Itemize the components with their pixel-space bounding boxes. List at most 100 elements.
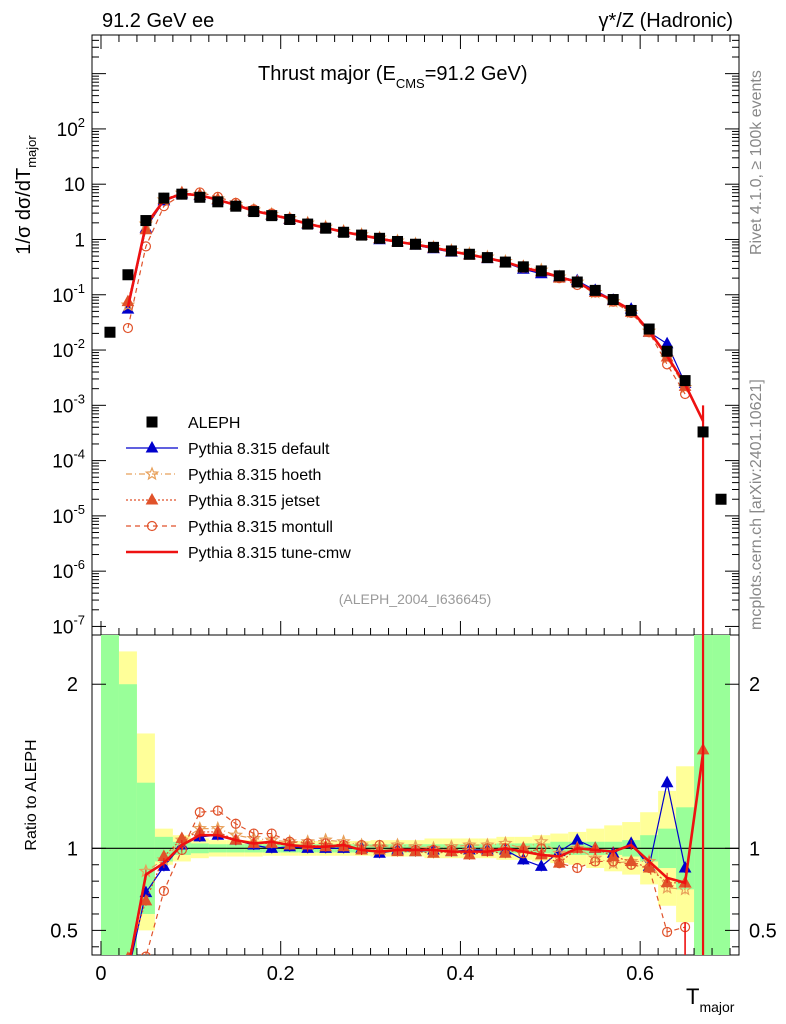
main-y-tick-label: 10-6 (52, 557, 85, 583)
aleph-data-point (715, 493, 727, 505)
main-series-marker (122, 322, 134, 334)
aleph-data-point (104, 326, 116, 338)
ratio-series-marker (572, 862, 583, 874)
uncertainty-band-green (100, 635, 119, 955)
legend-marker (145, 440, 159, 453)
aleph-data-point (571, 276, 583, 288)
aleph-data-point (176, 188, 188, 200)
aleph-data-point (212, 196, 224, 208)
ratio-plot-frame (91, 634, 740, 956)
aleph-data-point (356, 229, 368, 241)
legend-label: Pythia 8.315 hoeth (188, 467, 321, 484)
main-y-tick-label: 10-2 (52, 336, 85, 362)
aleph-data-point (374, 232, 386, 244)
main-series-line (127, 192, 686, 387)
mcplots-text: mcplots.cern.ch [arXiv:2401.10621] (748, 379, 765, 630)
header-right: γ*/Z (Hadronic) (599, 10, 733, 32)
ratio-series-marker (212, 805, 223, 816)
aleph-data-point (679, 375, 691, 387)
x-tick-label: 0.4 (447, 963, 475, 985)
legend-label: Pythia 8.315 jetset (188, 493, 320, 510)
ratio-series-marker (230, 818, 241, 829)
aleph-data-point (320, 222, 332, 234)
aleph-data-point (427, 241, 439, 253)
ratio-series-marker (626, 859, 637, 870)
ratio-series-marker (516, 852, 530, 865)
main-y-axis-label: 1/σ dσ/dTmajor (13, 135, 39, 255)
x-tick-label: 0 (95, 963, 106, 985)
ratio-series-marker (590, 856, 601, 867)
aleph-data-point (158, 192, 170, 204)
main-y-tick-label: 10-7 (52, 612, 85, 638)
rivet-version-text: Rivet 4.1.0, ≥ 100k events (748, 70, 765, 255)
main-y-tick-label: 10-4 (52, 447, 85, 473)
aleph-data-point (194, 191, 206, 203)
ratio-series-marker (139, 893, 153, 906)
ratio-series-marker (123, 990, 132, 999)
header-left: 91.2 GeV ee (102, 10, 214, 32)
main-y-tick-label: 10-3 (52, 391, 85, 417)
aleph-data-point (338, 226, 350, 238)
legend-marker (146, 520, 158, 532)
ratio-series-line (145, 809, 686, 955)
x-tick-label: 0.2 (267, 963, 295, 985)
legend-label: Pythia 8.315 montull (188, 519, 333, 536)
ratio-y-tick-label-left: 0.5 (50, 920, 78, 942)
aleph-data-point (643, 323, 655, 335)
aleph-data-point (122, 269, 134, 281)
ratio-series-marker (141, 951, 151, 955)
ratio-series-marker (534, 859, 548, 871)
main-y-tick-label: 1 (74, 230, 85, 251)
ratio-y-axis-label: Ratio to ALEPH (23, 739, 40, 850)
aleph-data-point (284, 213, 296, 225)
main-y-tick-label: 10 (64, 175, 85, 196)
ratio-y-tick-label-right: 2 (749, 674, 760, 696)
ratio-series-marker (122, 961, 134, 972)
aleph-data-point (661, 345, 673, 357)
aleph-data-point (248, 206, 260, 218)
main-series-line (126, 192, 705, 422)
ratio-y-tick-label-left: 1 (67, 838, 78, 860)
aleph-data-point (553, 270, 565, 282)
ratio-y-tick-label-left: 2 (67, 674, 78, 696)
x-axis-label: Tmajor (686, 984, 735, 1015)
legend-label: ALEPH (188, 415, 240, 432)
ratio-series-marker (125, 951, 131, 955)
legend-label: Pythia 8.315 tune-cmw (188, 545, 351, 562)
aleph-data-point (481, 252, 493, 264)
aleph-data-point (499, 256, 511, 268)
aleph-data-point (607, 294, 619, 306)
aleph-data-point (445, 245, 457, 257)
aleph-data-point (266, 210, 278, 222)
legend-marker (145, 492, 159, 505)
ratio-series-marker (608, 856, 619, 867)
uncertainty-band-green (712, 635, 731, 955)
legend-marker (146, 416, 158, 428)
aleph-data-point (517, 261, 529, 273)
main-title: Thrust major (ECMS=91.2 GeV) (258, 63, 528, 91)
uncertainty-band-green (154, 836, 173, 862)
main-y-tick-label: 10-1 (52, 281, 85, 307)
aleph-data-point (140, 215, 152, 227)
ratio-series-marker (122, 967, 133, 977)
aleph-data-point (230, 200, 242, 212)
ratio-series-marker (662, 926, 673, 938)
ratio-series-marker (194, 807, 205, 818)
ratio-y-tick-label-right: 0.5 (749, 920, 777, 942)
ratio-series-line (128, 749, 704, 955)
ratio-y-tick-label-right: 1 (749, 838, 760, 860)
aleph-data-point (410, 238, 421, 250)
ratio-series-marker (677, 881, 693, 896)
ratio-series-marker (660, 775, 674, 788)
aleph-data-point (535, 265, 547, 277)
aleph-data-point (463, 248, 475, 260)
main-series-line (127, 193, 686, 384)
main-y-tick-label: 102 (57, 115, 85, 141)
aleph-data-point (625, 304, 637, 316)
main-y-tick-label: 10-5 (52, 502, 85, 528)
x-tick-label: 0.6 (626, 963, 654, 985)
aleph-data-point (589, 284, 601, 296)
legend-marker (144, 466, 160, 481)
ratio-series-marker (248, 828, 259, 839)
